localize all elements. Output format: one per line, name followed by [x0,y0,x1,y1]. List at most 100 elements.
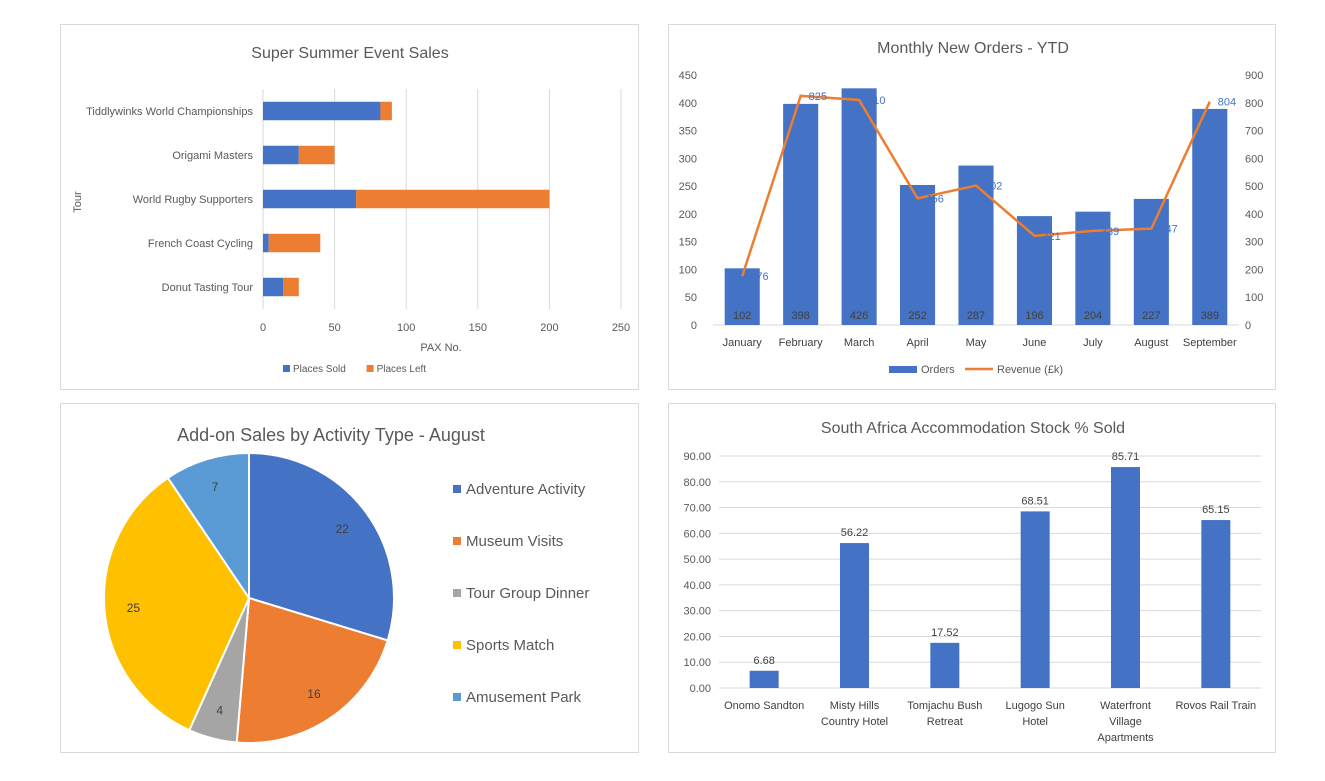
addon-sales-chart: Add-on Sales by Activity Type - August 2… [103,425,589,744]
addon-sales-chart-panel: Add-on Sales by Activity Type - August 2… [60,403,639,753]
y2-tick-label: 900 [1245,70,1263,82]
y-tick-label: 450 [679,70,697,82]
legend-swatch [453,589,461,597]
bar-places-sold [263,145,299,165]
x-tick-label: May [966,337,987,349]
y-tick-label: 60.00 [683,528,711,540]
bar-places-sold [263,277,284,297]
x-tick-label: Country Hotel [821,716,888,728]
line-data-label: 810 [867,95,885,107]
bar [930,642,960,688]
x-tick-label: Hotel [1022,716,1048,728]
y-tick-label: 150 [679,237,697,249]
slice-data-label: 4 [216,703,223,717]
tour-sales-chart-panel: Super Summer Event Sales Tour PAX No. 0 5… [60,24,639,390]
x-tick-label: 150 [469,322,487,334]
y-tick-label: 80.00 [683,477,711,489]
x-tick-label: 0 [260,322,266,334]
y2-tick-label: 0 [1245,320,1251,332]
accommodation-stock-chart-panel: South Africa Accommodation Stock % Sold … [668,403,1276,753]
bar [1201,520,1231,688]
pie-slice-amusement-park [166,451,250,602]
y2-tick-label: 200 [1245,264,1263,276]
chart-title: South Africa Accommodation Stock % Sold [821,420,1125,437]
bar-places-left [298,145,335,165]
monthly-orders-chart: Monthly New Orders - YTD 0 50 100 150 200 250… [679,40,1264,376]
x-tick-label: Apartments [1097,732,1154,744]
pie-slice-adventure-activity [248,451,395,642]
category-label: Donut Tasting Tour [162,282,254,294]
bar [1020,511,1050,688]
line-data-label: 804 [1218,97,1236,109]
bar-data-label: 65.15 [1202,504,1230,516]
legend-label: Revenue (£k) [997,364,1063,376]
x-tick-label: February [779,337,824,349]
legend-label: Museum Visits [466,533,563,550]
x-tick-label: Retreat [927,716,963,728]
x-tick-label: September [1183,337,1237,349]
line-data-label: 502 [984,181,1002,193]
bar-places-sold [263,233,269,253]
bar-data-label: 56.22 [841,527,869,539]
y2-tick-label: 700 [1245,126,1263,138]
x-tick-label: 200 [540,322,558,334]
slice-data-label: 25 [127,601,141,615]
y-tick-label: 350 [679,126,697,138]
bar-orders [841,88,877,325]
y2-tick-label: 300 [1245,237,1263,249]
x-tick-label: Lugogo Sun [1005,700,1064,712]
legend-label: Sports Match [466,637,554,654]
legend-swatch [366,365,374,372]
y-tick-label: 0 [691,320,697,332]
x-tick-label: Waterfront [1100,700,1151,712]
bar-data-label: 252 [908,310,926,322]
bar-data-label: 17.52 [931,627,959,639]
line-data-label: 347 [1159,224,1177,236]
chart-title: Monthly New Orders - YTD [877,40,1069,57]
bar [749,670,779,688]
legend-swatch [889,366,917,373]
y-tick-label: 300 [679,153,697,165]
bar-places-left [283,277,299,297]
x-tick-label: 100 [397,322,415,334]
line-data-label: 825 [809,91,827,103]
bar-places-left [268,233,321,253]
bar-data-label: 287 [967,310,985,322]
slice-data-label: 16 [307,687,321,701]
legend-label: Adventure Activity [466,481,586,498]
line-data-label: 456 [926,193,944,205]
legend-label: Places Left [377,364,427,375]
x-tick-label: 50 [328,322,340,334]
x-tick-label: Village [1109,716,1142,728]
bar-data-label: 204 [1084,310,1102,322]
y-tick-label: 20.00 [683,631,711,643]
y2-tick-label: 800 [1245,98,1263,110]
legend-label: Places Sold [293,364,346,375]
y-tick-label: 40.00 [683,580,711,592]
bar-data-label: 389 [1201,310,1219,322]
bar [840,543,869,688]
bar-data-label: 85.71 [1112,451,1140,463]
y-tick-label: 0.00 [690,683,711,695]
legend-swatch [453,485,461,493]
x-tick-label: Misty Hills [830,700,880,712]
line-data-label: 321 [1042,231,1060,243]
x-tick-label: June [1023,337,1047,349]
y2-tick-label: 600 [1245,153,1263,165]
pie-slice-sports-match [103,476,251,732]
y-tick-label: 250 [679,181,697,193]
bar-data-label: 102 [733,310,751,322]
x-tick-label: July [1083,337,1103,349]
y-tick-label: 10.00 [683,657,711,669]
legend-swatch [283,365,290,372]
slice-data-label: 7 [212,480,219,494]
category-label: Tiddlywinks World Championships [86,106,253,118]
x-tick-label: March [844,337,875,349]
legend-swatch [453,693,461,701]
y2-tick-label: 100 [1245,292,1263,304]
x-tick-label: 250 [612,322,630,334]
legend-label: Amusement Park [466,689,582,706]
y-tick-label: 100 [679,264,697,276]
chart-title: Super Summer Event Sales [251,45,448,62]
x-tick-label: April [907,337,929,349]
